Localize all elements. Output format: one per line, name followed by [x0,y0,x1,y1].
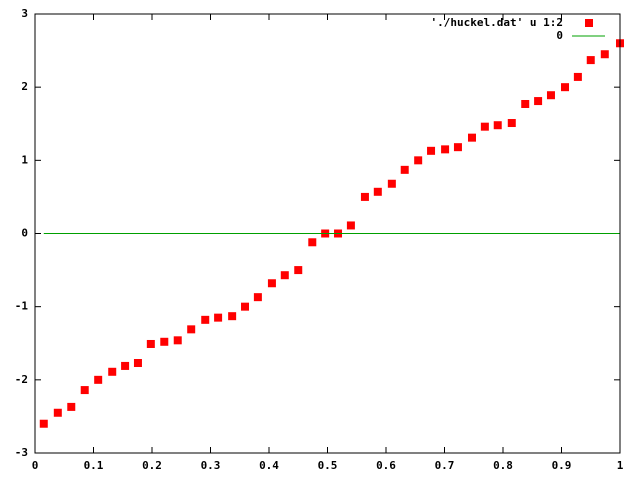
point [467,133,476,142]
point [80,386,89,395]
point [453,143,462,152]
x-tick-label: 0.1 [84,459,104,472]
point [546,91,555,100]
y-tick-label: 3 [21,7,28,20]
point [133,359,142,368]
point [53,408,62,417]
x-tick-label: 0.7 [435,459,455,472]
x-tick-label: 0.6 [376,459,396,472]
point [427,146,436,155]
point [173,336,182,345]
point [507,119,516,128]
legend-label: './huckel.dat' u 1:2 [431,16,563,29]
y-tick-label: -1 [15,300,29,313]
x-tick-label: 0.2 [142,459,162,472]
point [94,375,103,384]
point [294,266,303,275]
x-tick-label: 0.9 [552,459,572,472]
x-tick-label: 1 [617,459,624,472]
point [480,122,489,131]
legend-label: 0 [556,29,563,42]
point [214,313,223,322]
point [600,50,609,59]
legend-swatch [585,19,593,27]
point [201,315,210,324]
x-tick-label: 0.8 [493,459,513,472]
point [253,293,262,302]
point [308,238,317,247]
point [493,121,502,130]
y-tick-label: 1 [21,153,28,166]
point [108,367,117,376]
point [228,312,237,321]
plot-border [34,13,621,454]
point [146,339,155,348]
point [534,97,543,106]
y-tick-label: 0 [21,227,28,240]
point [160,337,169,346]
point [346,221,355,230]
point [121,361,130,370]
y-tick-label: -2 [15,373,28,386]
point [387,179,396,188]
point [441,145,450,154]
y-tick-label: -3 [15,446,28,459]
point [39,419,48,428]
point [414,156,423,165]
point [373,187,382,196]
point [521,99,530,108]
x-tick-label: 0.3 [201,459,221,472]
point [586,56,595,65]
point [573,72,582,81]
point [187,325,196,334]
point [360,192,369,201]
point [241,302,250,311]
point [400,165,409,174]
point [561,83,570,92]
point [267,279,276,288]
y-tick-label: 2 [21,80,28,93]
x-tick-label: 0 [32,459,39,472]
point [67,402,76,411]
point [280,271,289,280]
x-tick-label: 0.5 [318,459,338,472]
x-tick-label: 0.4 [259,459,279,472]
